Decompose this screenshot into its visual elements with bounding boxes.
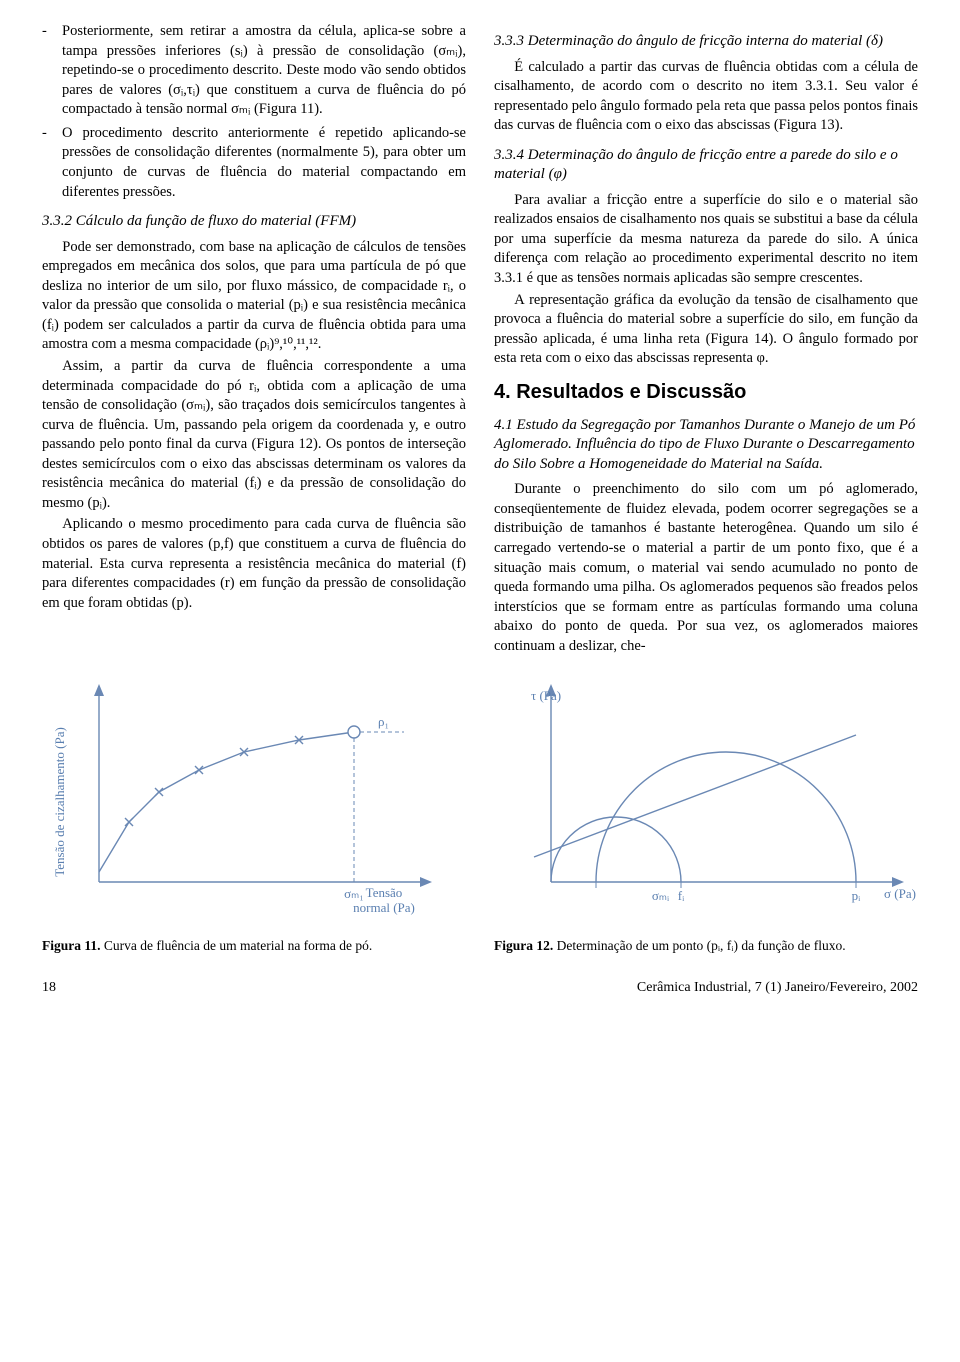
subsection-heading-41: 4.1 Estudo da Segregação por Tamanhos Du… (494, 416, 918, 475)
subsection-heading-332: 3.3.2 Cálculo da função de fluxo do mate… (42, 212, 466, 232)
svg-text:ρ₁: ρ₁ (378, 714, 389, 729)
paragraph: Para avaliar a fricção entre a superfíci… (494, 191, 918, 289)
bullet-item: - O procedimento descrito anteriormente … (42, 124, 466, 202)
figure-11-cell: Tensão de cizalhamento (Pa) Tensãonormal … (42, 672, 466, 955)
svg-text:σₘᵢ: σₘᵢ (652, 888, 670, 903)
svg-text:τ (Pa): τ (Pa) (531, 688, 561, 703)
paragraph: É calculado a partir das curvas de fluên… (494, 58, 918, 136)
subsection-heading-333: 3.3.3 Determinação do ângulo de fricção … (494, 32, 918, 52)
left-column: - Posteriormente, sem retirar a amostra … (42, 22, 466, 658)
svg-text:fᵢ: fᵢ (678, 888, 685, 903)
figure-11-caption-text: Curva de fluência de um material na form… (101, 938, 373, 953)
bullet-text: O procedimento descrito anteriormente é … (62, 124, 466, 202)
paragraph: Aplicando o mesmo procedimento para cada… (42, 515, 466, 613)
svg-text:Tensão de cizalhamento (Pa): Tensão de cizalhamento (Pa) (52, 728, 67, 878)
figure-12-svg: τ (Pa) σ (Pa) fᵢσₘᵢ pᵢ (494, 672, 918, 922)
two-column-layout: - Posteriormente, sem retirar a amostra … (42, 22, 918, 658)
paragraph: Assim, a partir da curva de fluência cor… (42, 357, 466, 514)
figure-12-caption-text: Determinação de um ponto (pᵢ, fᵢ) da fun… (553, 938, 845, 953)
paragraph: Pode ser demonstrado, com base na aplica… (42, 238, 466, 355)
bullet-item: - Posteriormente, sem retirar a amostra … (42, 22, 466, 120)
right-column: 3.3.3 Determinação do ângulo de fricção … (494, 22, 918, 658)
figures-row: Tensão de cizalhamento (Pa) Tensãonormal … (42, 672, 918, 955)
figure-11-label: Figura 11. (42, 938, 101, 953)
page-number: 18 (42, 979, 56, 998)
subsection-heading-334: 3.3.4 Determinação do ângulo de fricção … (494, 146, 918, 185)
bullet-text: Posteriormente, sem retirar a amostra da… (62, 22, 466, 120)
figure-12-label: Figura 12. (494, 938, 553, 953)
paragraph: A representação gráfica da evolução da t… (494, 291, 918, 369)
journal-ref: Cerâmica Industrial, 7 (1) Janeiro/Fever… (637, 979, 918, 998)
page-footer: 18 Cerâmica Industrial, 7 (1) Janeiro/Fe… (42, 979, 918, 998)
figure-11-svg: Tensão de cizalhamento (Pa) Tensãonormal … (42, 672, 466, 922)
figure-12-caption: Figura 12. Determinação de um ponto (pᵢ,… (494, 937, 918, 955)
paragraph: Durante o preenchimento do silo com um p… (494, 480, 918, 656)
section-heading-4: 4. Resultados e Discussão (494, 379, 918, 406)
svg-text:Tensão: Tensão (366, 885, 403, 900)
svg-text:pᵢ: pᵢ (852, 888, 862, 903)
svg-text:σₘ₁: σₘ₁ (344, 886, 364, 901)
figure-12-cell: τ (Pa) σ (Pa) fᵢσₘᵢ pᵢ Figura 12. Determina… (494, 672, 918, 955)
bullet-dash: - (42, 22, 62, 120)
svg-text:σ (Pa): σ (Pa) (884, 886, 916, 901)
bullet-dash: - (42, 124, 62, 202)
figure-11-caption: Figura 11. Curva de fluência de um mater… (42, 937, 466, 955)
svg-text:normal (Pa): normal (Pa) (353, 900, 415, 915)
